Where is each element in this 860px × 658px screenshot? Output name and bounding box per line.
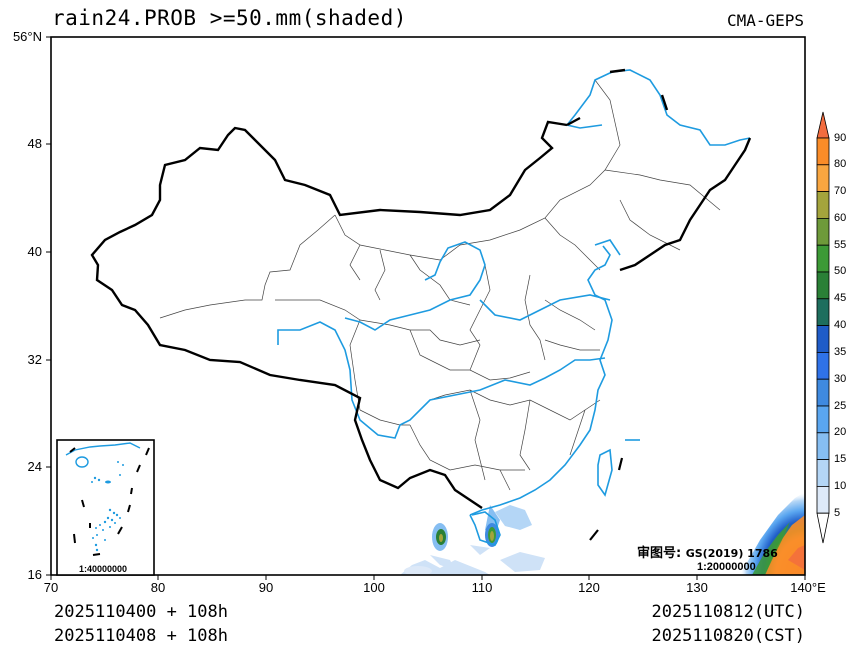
colorbar-label-55: 55 bbox=[834, 239, 847, 251]
colorbar-label-35: 35 bbox=[834, 346, 847, 358]
y-tick-16: 16 bbox=[27, 567, 42, 582]
x-tick-90: 90 bbox=[258, 580, 274, 595]
y-tick-56: 56°N bbox=[12, 29, 42, 44]
valid-time-cst: 2025110820(CST) bbox=[651, 626, 805, 646]
x-tick-100: 100 bbox=[363, 580, 385, 595]
chart-title: rain24.PROB >=50.mm(shaded) bbox=[52, 6, 407, 30]
y-tick-40: 40 bbox=[27, 244, 42, 259]
rivers-coastline bbox=[277, 69, 751, 546]
y-tick-32: 32 bbox=[27, 352, 42, 367]
colorbar-label-10: 10 bbox=[834, 480, 847, 492]
colorbar-label-45: 45 bbox=[834, 292, 847, 304]
review-number: GS(2019) 1786 bbox=[685, 547, 778, 560]
colorbar-label-5: 5 bbox=[834, 507, 841, 519]
valid-time-utc: 2025110812(UTC) bbox=[651, 602, 805, 622]
init-time-cst: 2025110408 + 108h bbox=[54, 626, 228, 646]
colorbar-label-70: 70 bbox=[834, 185, 847, 197]
init-time-utc: 2025110400 + 108h bbox=[54, 602, 228, 622]
colorbar-label-40: 40 bbox=[834, 319, 847, 331]
x-tick-130: 130 bbox=[686, 580, 708, 595]
national-border bbox=[90, 68, 752, 509]
model-label: CMA-GEPS bbox=[726, 11, 804, 30]
province-borders bbox=[159, 71, 721, 491]
colorbar-label-50: 50 bbox=[834, 265, 847, 277]
colorbar-label-80: 80 bbox=[834, 158, 847, 170]
review-label: 审图号: bbox=[637, 546, 682, 561]
map-review-number: 审图号: GS(2019) 1786 bbox=[637, 542, 778, 561]
inset-scale: 1:40000000 bbox=[79, 564, 128, 574]
colorbar-label-30: 30 bbox=[834, 373, 847, 385]
colorbar-label-60: 60 bbox=[834, 212, 847, 224]
colorbar-label-15: 15 bbox=[834, 453, 847, 465]
colorbar-label-25: 25 bbox=[834, 400, 847, 412]
colorbar-label-20: 20 bbox=[834, 426, 847, 438]
colorbar bbox=[816, 111, 830, 544]
probability-shading bbox=[400, 492, 805, 575]
main-scale: 1:20000000 bbox=[697, 561, 756, 573]
axis-ticks bbox=[46, 36, 806, 580]
y-tick-24: 24 bbox=[27, 459, 42, 474]
inset-map bbox=[56, 439, 155, 576]
x-tick-140: 140°E bbox=[790, 580, 826, 595]
colorbar-label-90: 90 bbox=[834, 132, 847, 144]
x-tick-70: 70 bbox=[43, 580, 59, 595]
nine-dash-line bbox=[589, 457, 624, 541]
x-tick-80: 80 bbox=[150, 580, 166, 595]
x-tick-110: 110 bbox=[471, 580, 493, 595]
x-tick-120: 120 bbox=[578, 580, 600, 595]
y-tick-48: 48 bbox=[27, 136, 42, 151]
plot-frame bbox=[50, 36, 806, 576]
